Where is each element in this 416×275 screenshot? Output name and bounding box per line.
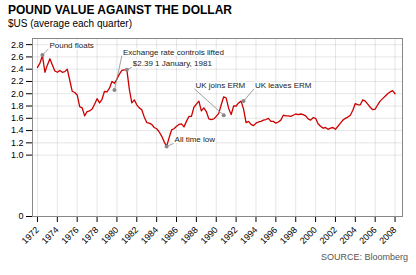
svg-text:1994: 1994 <box>238 225 259 246</box>
svg-text:UK leaves ERM: UK leaves ERM <box>255 81 312 90</box>
svg-text:2.0: 2.0 <box>11 89 24 99</box>
svg-text:1992: 1992 <box>218 225 239 246</box>
svg-text:1.8: 1.8 <box>11 101 24 111</box>
svg-text:2.6: 2.6 <box>11 52 24 62</box>
svg-text:1998: 1998 <box>278 225 299 246</box>
svg-text:2008: 2008 <box>377 225 398 246</box>
html-text:SOURCE: Bloomberg: SOURCE: Bloomberg <box>321 252 408 262</box>
svg-text:2006: 2006 <box>357 225 378 246</box>
svg-text:2004: 2004 <box>338 225 359 246</box>
svg-text:$2.39 1 January, 1981: $2.39 1 January, 1981 <box>133 59 213 68</box>
svg-text:2002: 2002 <box>318 225 339 246</box>
svg-text:UK joins ERM: UK joins ERM <box>195 81 245 90</box>
svg-text:Pound floats: Pound floats <box>49 41 93 50</box>
svg-text:1986: 1986 <box>159 225 180 246</box>
svg-text:1982: 1982 <box>119 225 140 246</box>
svg-text:1972: 1972 <box>20 225 41 246</box>
svg-text:1.6: 1.6 <box>11 113 24 123</box>
svg-text:1976: 1976 <box>59 225 80 246</box>
svg-text:1974: 1974 <box>40 225 61 246</box>
svg-text:2.8: 2.8 <box>11 40 24 50</box>
html-text:$US (average each quarter): $US (average each quarter) <box>8 18 132 29</box>
svg-text:1.0: 1.0 <box>11 150 24 160</box>
svg-text:1996: 1996 <box>258 225 279 246</box>
svg-text:1978: 1978 <box>79 225 100 246</box>
svg-text:2000: 2000 <box>298 225 319 246</box>
html-text:POUND VALUE AGAINST THE DOLLAR: POUND VALUE AGAINST THE DOLLAR <box>8 3 232 17</box>
svg-text:1.4: 1.4 <box>11 125 24 135</box>
svg-text:2.2: 2.2 <box>11 76 24 86</box>
svg-text:1984: 1984 <box>139 225 160 246</box>
svg-text:0: 0 <box>18 211 23 221</box>
svg-text:Exchange rate controls lifted: Exchange rate controls lifted <box>123 48 224 57</box>
svg-text:All time low: All time low <box>175 135 216 144</box>
svg-text:1990: 1990 <box>198 225 219 246</box>
svg-text:1988: 1988 <box>179 225 200 246</box>
svg-text:1980: 1980 <box>99 225 120 246</box>
svg-text:1.2: 1.2 <box>11 138 24 148</box>
svg-text:2.4: 2.4 <box>11 64 24 74</box>
